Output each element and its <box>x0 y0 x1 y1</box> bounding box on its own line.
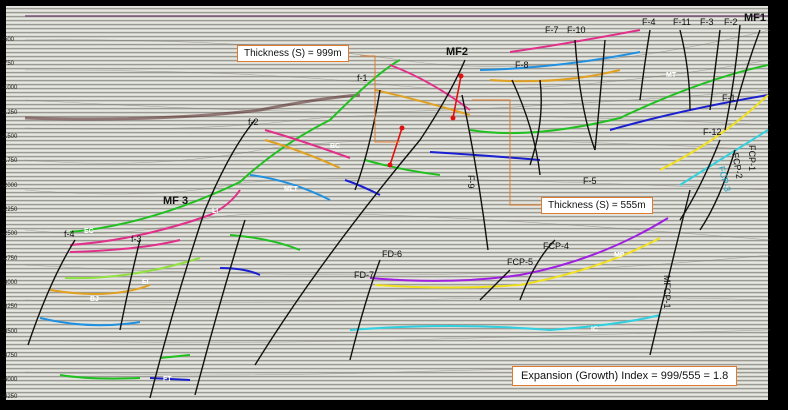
depth-tick: -3000 <box>2 280 18 286</box>
fault-mf3-line <box>149 119 256 399</box>
thickness-markers <box>387 73 464 168</box>
depth-tick: -2500 <box>2 231 18 237</box>
thickness-callout-bottom: Thickness (S) = 555m <box>541 197 653 214</box>
horizon-IC-line <box>349 314 661 332</box>
fault-label: F-8 <box>515 60 529 70</box>
horizon-label: LI <box>212 208 219 215</box>
callout-leaders <box>360 55 540 206</box>
depth-tick: -1500 <box>2 134 18 140</box>
fault-label-mf1: MF1 <box>744 12 766 24</box>
horizon-LI-line <box>69 189 241 246</box>
fault-label-mf2: MF2 <box>446 46 468 58</box>
fault-label: f-4 <box>64 229 75 239</box>
fault-mf2-line <box>254 59 466 366</box>
depth-tick: -1250 <box>2 110 18 116</box>
horizon-label: EI <box>142 279 149 286</box>
depth-tick: -2250 <box>2 207 18 213</box>
horizon-label: BC <box>330 143 341 150</box>
fault-label-mf3: MF 3 <box>163 195 189 207</box>
depth-tick: -750 <box>2 61 15 67</box>
fault-label: F-3 <box>700 17 714 27</box>
fault-label: F-2 <box>724 17 738 27</box>
fault-label: F-4 <box>642 17 656 27</box>
horizon-BJ-line <box>49 284 151 295</box>
depth-tick: -3500 <box>2 329 18 335</box>
fault-label: F-11 <box>673 17 691 27</box>
fault-label: F-9 <box>466 175 476 189</box>
depth-tick: -3250 <box>2 304 18 310</box>
fault-label: FCP-1 <box>747 145 757 172</box>
depth-tick: -4250 <box>2 394 18 400</box>
depth-tick: -3750 <box>2 353 18 359</box>
horizon-BC-line <box>264 129 351 159</box>
fault-label: F-7 <box>545 25 559 35</box>
horizon-label: BJ <box>90 296 99 303</box>
fault-label: FCP-5 <box>507 257 534 267</box>
fault-label: F-5 <box>583 176 597 186</box>
fault-label: f-3 <box>131 234 142 244</box>
depth-tick: -1750 <box>2 158 18 164</box>
fault-label: F-10 <box>567 25 586 35</box>
horizon-FT-line <box>59 374 141 380</box>
fault-label: FCP-4 <box>543 241 570 251</box>
depth-tick: -2750 <box>2 256 18 262</box>
faults <box>27 24 761 399</box>
depth-tick: -4000 <box>2 377 18 383</box>
horizon-label: IC <box>591 326 598 333</box>
fault-label: f-1 <box>357 73 368 83</box>
fault-label: MFCP-1 <box>662 275 672 309</box>
fault-label: FD-7 <box>354 270 374 280</box>
horizon-label: MP <box>614 252 625 259</box>
depth-tick: -1000 <box>2 85 18 91</box>
thickness-callout-top: Thickness (S) = 999m <box>237 45 349 62</box>
horizon-label: MT <box>666 72 677 79</box>
horizon-label: EC <box>84 228 94 235</box>
horizon-MLT-line <box>249 174 331 201</box>
fault-label: FD-6 <box>382 249 402 259</box>
horizon-label: FT <box>163 376 172 383</box>
depth-tick: -500 <box>2 37 15 43</box>
horizon-MP-line <box>369 217 669 282</box>
horizon-label: MLT <box>284 186 298 193</box>
fault-label: f-2 <box>248 117 259 127</box>
depth-tick: -2000 <box>2 183 18 189</box>
fault-label: F-12 <box>703 127 722 137</box>
horizon-EC-line <box>69 59 401 233</box>
growth-index-callout: Expansion (Growth) Index = 999/555 = 1.8 <box>512 366 738 386</box>
fault-label: F-1 <box>722 93 736 103</box>
